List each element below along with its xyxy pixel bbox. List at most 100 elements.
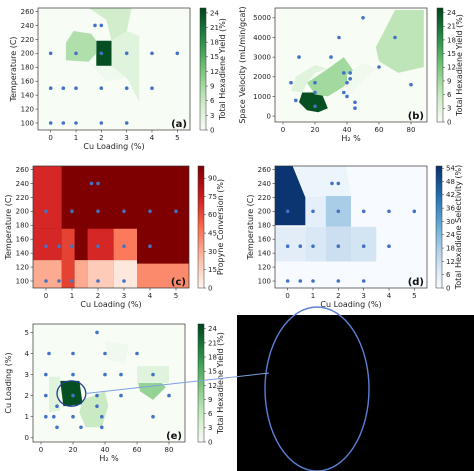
heat-region [347,63,376,99]
data-point [52,414,56,419]
data-point [336,209,341,214]
data-point [99,51,104,56]
data-point [71,372,75,377]
data-point [148,244,152,248]
data-point [342,90,346,95]
data-point [96,181,100,186]
inset-background [237,315,474,471]
x-tick-label: 1 [74,134,78,142]
panel-label: (b) [408,111,424,122]
data-point [409,82,413,87]
data-point [99,23,104,28]
x-tick-label: 2 [96,292,100,300]
data-point [361,15,365,20]
y-axis-label: Cu Loading (%) [4,352,13,413]
data-point [311,209,315,214]
y-tick-label: 220 [21,36,34,44]
y-tick-label: 200 [21,50,34,58]
y-tick-label: 260 [258,166,271,174]
data-point [48,51,53,56]
y-tick-label: 1 [25,413,29,421]
data-point [124,86,129,90]
heat-region [275,166,306,226]
panel-label: (c) [171,277,186,288]
y-tick-label: 180 [21,64,34,72]
heat-region [275,226,306,262]
x-tick-label: 5 [412,292,416,300]
x-tick-label: 1 [70,292,74,300]
data-point [151,414,155,419]
x-tick-label: 0 [39,446,43,454]
heat-region [33,228,62,261]
colorbar-label: Total Hexadiene Yield (%) [218,18,227,121]
x-tick-label: 60 [133,446,142,454]
data-point [93,23,97,28]
x-tick-label: 60 [375,126,384,134]
plot-frame [32,323,186,443]
y-tick-label: 240 [258,180,271,188]
heat-region [351,226,377,262]
y-tick-label: 0 [25,434,29,442]
x-tick-label: 0 [48,134,52,142]
x-tick-label: 4 [387,292,392,300]
x-tick-label: 3 [122,292,126,300]
connector-line [85,372,270,395]
y-tick-label: 120 [16,263,29,271]
colorbar-label: Propyne Conversion (%) [216,179,225,275]
y-tick-label: 5000 [253,14,271,22]
colorbar-tick-label: 18 [210,39,219,47]
y-tick-label: 140 [21,92,34,100]
colorbar [197,165,205,289]
x-axis-label: Cu Loading (%) [320,300,381,309]
plot-frame [32,165,190,289]
x-axis-label: Cu Loading (%) [80,300,141,309]
heat-region [65,31,97,62]
heat-region [33,260,62,288]
heat-region [325,226,351,262]
data-point [361,244,366,248]
data-point [353,100,357,105]
heat-region [87,260,114,288]
x-tick-label: 4 [150,134,155,142]
y-tick-label: 140 [16,250,29,258]
colorbar-tick-label: 15 [208,368,217,376]
data-point [48,86,53,90]
heat-region [105,340,129,364]
colorbar-tick-label: 12 [446,258,455,266]
colorbar-tick-label: 0 [447,118,451,126]
x-axis-label: Cu Loading (%) [83,142,144,151]
data-point [298,279,303,283]
data-point [348,71,353,75]
data-point [57,244,61,248]
x-tick-label: 80 [407,126,416,134]
colorbar-tick-label: 9 [210,82,214,90]
colorbar-tick-label: 48 [446,178,455,186]
y-tick-label: 3 [25,371,29,379]
data-point [119,372,123,377]
x-tick-label: 80 [165,446,174,454]
y-tick-label: 200 [16,208,29,216]
colorbar-tick-label: 3 [210,112,214,120]
data-point [289,80,293,85]
y-tick-label: 140 [258,250,271,258]
data-point [313,80,317,85]
heat-region [111,31,140,103]
data-point [57,279,61,283]
x-tick-label: 1 [311,292,315,300]
inset-ellipse [264,306,370,471]
y-tick-label: 160 [258,236,271,244]
plot-frame [37,7,191,131]
heat-region [61,228,75,288]
colorbar-tick-label: 6 [447,91,452,99]
colorbar-tick-label: 21 [208,339,217,347]
colorbar-tick-label: 0 [208,438,212,446]
data-point [361,209,366,214]
data-point [336,279,341,283]
data-point [294,98,298,103]
colorbar-tick-label: 54 [446,165,455,173]
data-point [44,414,48,419]
y-tick-label: 200 [258,208,271,216]
data-point [48,121,53,125]
